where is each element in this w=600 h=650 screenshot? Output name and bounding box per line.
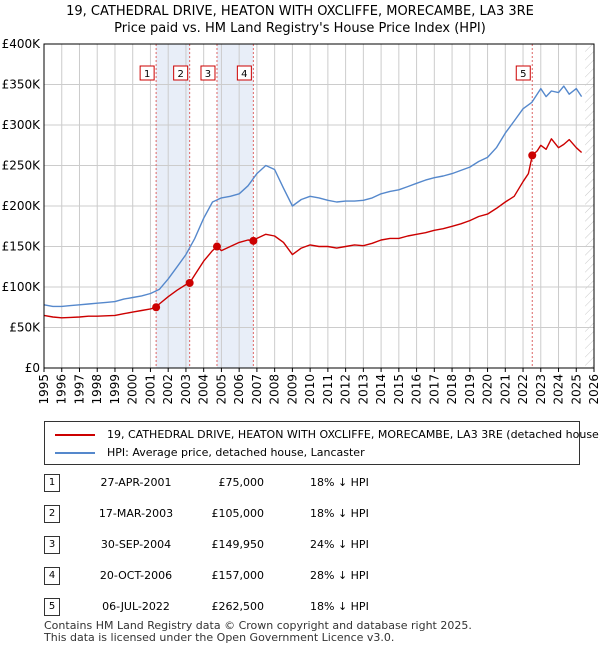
- sale-number-label: 5: [520, 69, 526, 80]
- legend: 19, CATHEDRAL DRIVE, HEATON WITH OXCLIFF…: [44, 421, 600, 465]
- plot-frame: [43, 43, 595, 369]
- x-tick-label: 2013: [356, 374, 370, 405]
- x-tick-label: 2020: [481, 374, 495, 405]
- row-date: 20-OCT-2006: [99, 569, 173, 582]
- row-date: 30-SEP-2004: [100, 538, 172, 551]
- x-tick-label: 1995: [37, 374, 51, 405]
- row-price: £157,000: [211, 569, 265, 582]
- footer: Contains HM Land Registry data © Crown c…: [44, 620, 472, 644]
- sale-point: [185, 278, 194, 287]
- y-tick-label: £0: [25, 361, 40, 375]
- x-tick-label: 2015: [392, 374, 406, 405]
- row-number-badge: 3: [44, 536, 60, 554]
- table-row: 5 06-JUL-2022 £262,500 18% ↓ HPI: [44, 596, 564, 618]
- row-number-badge: 1: [44, 474, 60, 492]
- table-row: 2 17-MAR-2003 £105,000 18% ↓ HPI: [44, 503, 564, 525]
- sale-number-box: [236, 65, 252, 81]
- sale-number-label: 2: [177, 69, 183, 80]
- row-hpi-diff: 18% ↓ HPI: [310, 507, 369, 520]
- y-tick-label: £100K: [2, 280, 42, 294]
- x-tick-label: 2024: [552, 374, 566, 405]
- x-tick-label: 2011: [321, 374, 335, 405]
- chart-title: 19, CATHEDRAL DRIVE, HEATON WITH OXCLIFF…: [66, 4, 534, 19]
- property-price-line: [43, 138, 583, 319]
- y-tick-label: £300K: [2, 118, 42, 132]
- row-date: 17-MAR-2003: [98, 507, 174, 520]
- row-hpi-diff: 28% ↓ HPI: [310, 569, 369, 582]
- sale-point: [249, 236, 258, 245]
- x-tick-label: 1998: [90, 374, 104, 405]
- x-tick-label: 2002: [161, 374, 175, 405]
- x-tick-label: 2014: [374, 374, 388, 405]
- sale-point: [152, 303, 161, 312]
- x-tick-label: 2005: [214, 374, 228, 405]
- x-tick-label: 1999: [108, 374, 122, 405]
- row-date: 27-APR-2001: [100, 476, 172, 489]
- footer-license: This data is licensed under the Open Gov…: [44, 631, 395, 644]
- row-hpi-diff: 24% ↓ HPI: [310, 538, 369, 551]
- x-tick-label: 2006: [232, 374, 246, 405]
- x-tick-label: 2023: [534, 374, 548, 405]
- price-chart: £0 £50K £100K £150K £200K £250K £300K £350K £400…: [2, 37, 600, 405]
- y-tick-label: £150K: [2, 240, 42, 254]
- y-tick-label: £200K: [2, 199, 42, 213]
- x-tick-label: 2012: [339, 374, 353, 405]
- sale-number-box: [139, 65, 155, 81]
- sale-number-label: 4: [241, 69, 247, 80]
- y-tick-label: £250K: [2, 159, 42, 173]
- table-row: 4 20-OCT-2006 £157,000 28% ↓ HPI: [44, 565, 564, 587]
- x-tick-label: 1997: [72, 374, 86, 405]
- sale-number-label: 3: [205, 69, 211, 80]
- x-tick-label: 2017: [427, 374, 441, 405]
- x-tick-label: 2022: [516, 374, 530, 405]
- x-tick-label: 2019: [463, 374, 477, 405]
- x-tick-label: 2025: [569, 374, 583, 405]
- x-tick-label: 2026: [587, 374, 600, 405]
- table-row: 1 27-APR-2001 £75,000 18% ↓ HPI: [44, 472, 564, 494]
- x-tick-label: 2004: [197, 374, 211, 405]
- row-hpi-diff: 18% ↓ HPI: [310, 600, 369, 613]
- x-tick-label: 2007: [250, 374, 264, 405]
- chart-subtitle: Price paid vs. HM Land Registry's House …: [114, 21, 486, 36]
- sale-point: [528, 151, 537, 160]
- footer-copyright: Contains HM Land Registry data © Crown c…: [44, 619, 472, 632]
- row-date: 06-JUL-2022: [102, 600, 170, 613]
- sale-number-box: [515, 65, 531, 81]
- row-number-badge: 2: [44, 505, 60, 523]
- x-tick-label: 2000: [126, 374, 140, 405]
- x-tick-label: 2003: [179, 374, 193, 405]
- row-number-badge: 4: [44, 567, 60, 585]
- row-price: £75,000: [218, 476, 265, 489]
- legend-blue-line: [55, 452, 95, 454]
- sale-point: [212, 242, 221, 251]
- sale-number-label: 1: [144, 69, 150, 80]
- x-tick-label: 2016: [410, 374, 424, 405]
- legend-red-line: [55, 434, 95, 436]
- x-tick-label: 2018: [445, 374, 459, 405]
- row-hpi-diff: 18% ↓ HPI: [310, 476, 369, 489]
- hpi-line: [43, 85, 583, 308]
- x-tick-label: 2021: [498, 374, 512, 405]
- row-price: £105,000: [211, 507, 265, 520]
- sale-number-box: [173, 65, 189, 81]
- x-tick-label: 2010: [303, 374, 317, 405]
- y-tick-label: £350K: [2, 78, 42, 92]
- legend-property-label: 19, CATHEDRAL DRIVE, HEATON WITH OXCLIFF…: [107, 428, 600, 441]
- x-tick-label: 2001: [143, 374, 157, 405]
- y-tick-label: £50K: [9, 321, 41, 335]
- x-tick-label: 1996: [55, 374, 69, 405]
- y-tick-label: £400K: [2, 37, 42, 51]
- x-tick-label: 2009: [285, 374, 299, 405]
- legend-hpi-label: HPI: Average price, detached house, Lanc…: [107, 446, 365, 459]
- table-row: 3 30-SEP-2004 £149,950 24% ↓ HPI: [44, 534, 564, 556]
- sale-number-box: [200, 65, 216, 81]
- row-price: £149,950: [211, 538, 265, 551]
- x-tick-label: 2008: [268, 374, 282, 405]
- row-number-badge: 5: [44, 598, 60, 616]
- row-price: £262,500: [211, 600, 265, 613]
